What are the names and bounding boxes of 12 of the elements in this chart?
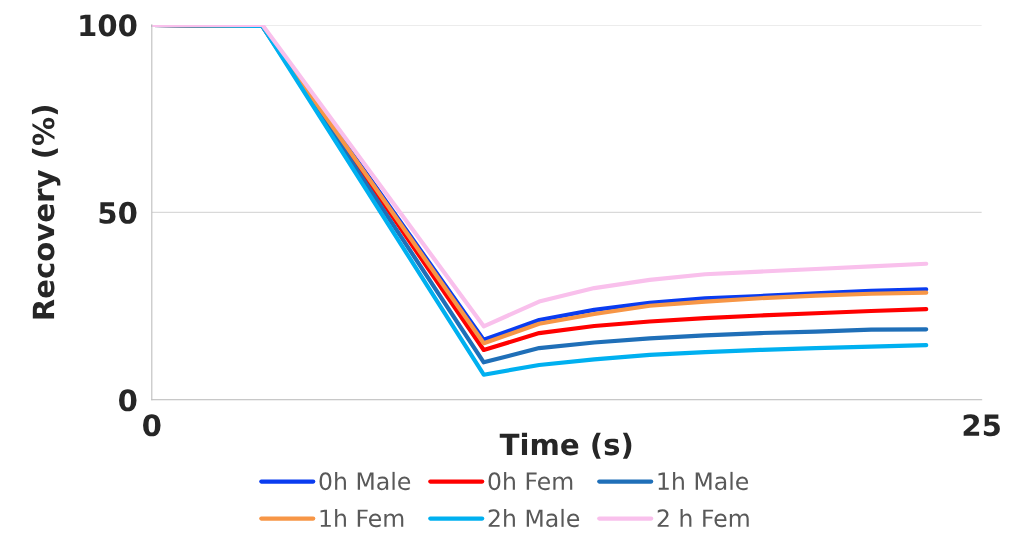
legend-label: 1h Male [658, 471, 749, 491]
legend-label: 1h Fem [320, 508, 404, 528]
legend-label: 2 h Fem [657, 508, 749, 528]
legend-label: 0h Male [319, 471, 411, 491]
x-tick-label: 25 [963, 414, 1000, 437]
x-axis-title: Time (s) [499, 432, 632, 459]
y-tick-label: 50 [99, 201, 137, 224]
legend-label: 2h Male [488, 508, 580, 528]
y-tick-label: 100 [80, 14, 137, 37]
y-tick-label: 0 [119, 389, 137, 412]
legend-label: 0h Fem [488, 471, 573, 491]
y-axis-title: Recovery (%) [31, 105, 61, 319]
